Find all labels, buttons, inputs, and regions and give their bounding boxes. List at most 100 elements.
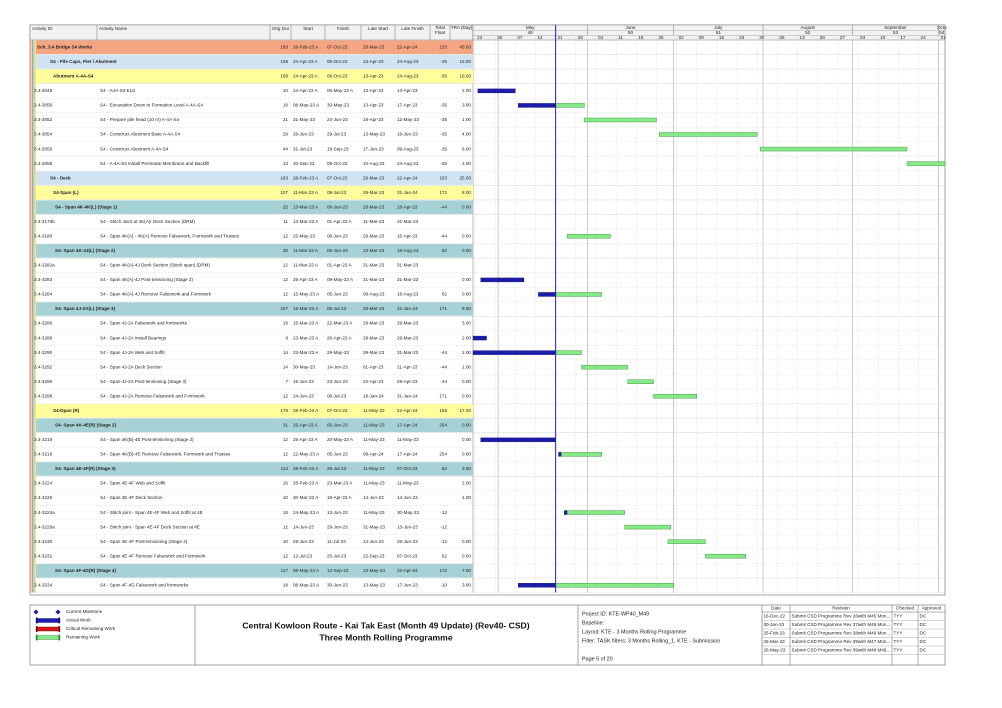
column-header: Activity Name [99,26,128,31]
cell-finish: 19-Sep-23 [327,146,349,151]
cell-late-start: 11-May-23 [363,437,385,442]
cell-orig-dur: 183 [280,175,288,180]
cell-start: 20-Sep-23 [293,161,315,166]
cell-total-float: 254 [439,452,447,457]
cell-start: 15-Mar-23 A [293,321,319,326]
cell-late-start: 31-Mar-23 [363,277,385,282]
cell-orig-dur: 38 [283,248,289,253]
cell-orig-dur: 13 [283,161,289,166]
cell-id: 3.4-3058 [34,161,53,166]
legend-icon [58,626,60,632]
cell-finish: 08-Jul-23 [327,306,347,311]
legend-label: Remaining Work [66,635,101,640]
cell-late-start: 22-Sep-23 [363,553,385,558]
activity-name: S4 - A-4A-S4 Install Permeate Membrane a… [100,161,209,166]
legend-icon [36,634,38,641]
group-name: Abutment A-4A-S4 [53,74,94,79]
cell-total-float: 171 [439,393,447,398]
cell-late-start: 13-Mar-23 [363,248,385,253]
cell-total-float: 62 [442,292,448,297]
cell-start: 23-Mar-23 A [293,350,319,355]
cell-id: 3.4-3052 [34,117,53,122]
column-header: Late Start [368,26,389,31]
group-band [36,69,473,84]
cell-late-finish: 30-May-23 [397,510,419,515]
cell-tra: 0.00 [462,423,471,428]
cell-orig-dur: 18 [283,510,289,515]
month-label: August [800,25,815,30]
cell-orig-dur: 7 [285,379,288,384]
cell-tra: 7.00 [462,568,471,573]
month-label: July [714,25,723,30]
revision-cell: TYY [894,622,903,627]
group-name: S4 - Deck [50,175,71,180]
cell-late-finish: 13-Apr-23 [397,88,418,93]
cell-late-start: 29-Mar-23 [363,234,385,239]
cell-id: 3.4-3224a [34,510,55,515]
cell-late-finish: 09-Aug-23 [397,146,419,151]
cell-tra: 0.00 [462,379,471,384]
cell-tra: 43.00 [460,44,472,49]
legend-icon [35,618,61,623]
month-label: September [884,25,907,30]
footer-subtitle: Three Month Rolling Programme [319,632,452,642]
activity-name: S4 - Span 4J-2A Falsework and formworks [100,321,188,326]
week-label: 51 [716,30,722,35]
week-label: 54 [939,30,945,35]
cell-tra: 0.00 [462,393,471,398]
cell-late-finish: 13-Jun-23 [397,524,418,529]
cell-tra: 25.00 [460,175,472,180]
cell-start: 08-May-23 A [293,568,320,573]
cell-total-float: -35 [440,132,447,137]
cell-late-start: 13-May-23 [363,582,385,587]
cell-late-finish: 11-May-23 [397,481,419,486]
cell-late-start: 13-Apr-23 [363,88,384,93]
legend-label: Critical Remaining Work [66,626,116,631]
activity-name: S4 - Span 4K(B)-4E Remove Falsework, For… [100,452,231,457]
cell-start: 11-Mar-23 A [293,190,319,195]
group-band [36,418,473,433]
cell-tra: 0.00 [462,437,471,442]
cell-late-finish: 31-Mar-23 [397,277,419,282]
column-header: Total Float [435,25,446,35]
cell-tra: 18.00 [460,59,472,64]
cell-late-start: 29-Mar-23 [363,44,385,49]
cell-id: 3.4-3218 [34,452,53,457]
cell-orig-dur: 12 [283,277,289,282]
cell-finish: 29-Jun-23 [327,524,348,529]
cell-late-finish: 11-May-23 [397,437,419,442]
column-header: Orig Dur [272,26,290,31]
cell-total-float: -44 [440,350,447,355]
cell-tra: 6.00 [462,146,471,151]
week-label: 52 [805,30,811,35]
cell-tra: 2.00 [462,161,471,166]
cell-late-finish: 07-Oct-23 [397,553,418,558]
cell-late-finish: 29-Mar-23 [397,321,419,326]
group-band [36,40,473,55]
actual-bar [518,583,556,588]
cell-total-float: 62 [442,248,448,253]
cell-late-start: 14-Jun-23 [363,495,384,500]
cell-late-start: 11-May-23 [363,466,385,471]
revision-cell: 26-Mar-23 [764,639,786,644]
cell-late-start: 31-May-23 [363,524,385,529]
revision-header: Date [771,606,781,611]
cell-start: 24-Apr-23 A [293,74,318,79]
cell-late-finish: 31-Mar-23 [397,350,419,355]
day-label: 04 [598,35,604,40]
footer-frame [29,604,946,666]
cell-total-float: -35 [440,146,447,151]
cell-id: 3.4-3180 [34,234,53,239]
cell-finish: 01-Apr-23 A [327,263,352,268]
column-header: Activity ID [32,26,53,31]
remaining-bar [555,292,602,297]
month-label: Octo [937,25,947,30]
cell-orig-dur: 12 [283,393,289,398]
cell-total-float: -10 [440,582,447,587]
revision-cell: TYY [894,639,903,644]
activity-name: S4 - Span 4K(A) - 4K(A) Remove Falsework… [100,234,240,239]
cell-start: 15-Jun-23 [293,379,314,384]
cell-tra: 4.00 [462,132,471,137]
cell-id: 3.4-3056 [34,146,53,151]
remaining-bar [667,539,706,544]
